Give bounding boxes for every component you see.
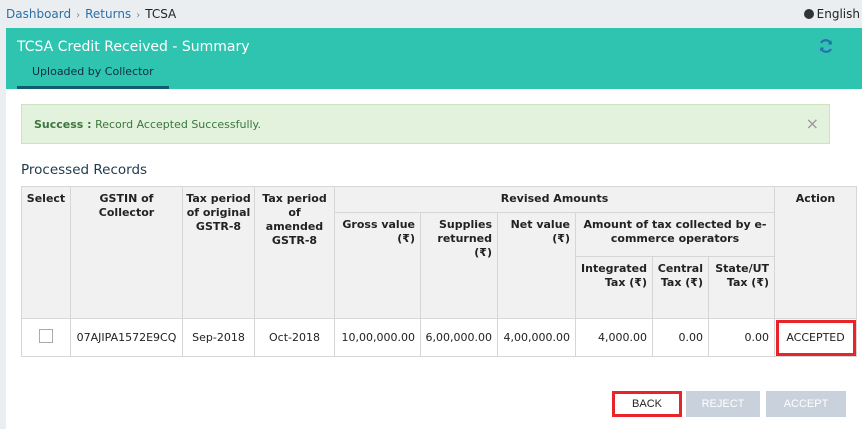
page-title: TCSA Credit Received - Summary (17, 39, 250, 55)
tab-uploaded-by-collector[interactable]: Uploaded by Collector (17, 62, 169, 89)
reject-button[interactable]: REJECT (686, 391, 760, 417)
header-amount-tax-collected: Amount of tax collected by e-commerce op… (574, 212, 776, 257)
alert-message: Success : Record Accepted Successfully. (34, 118, 261, 131)
language-label: English (816, 7, 860, 21)
main-panel: TCSA Credit Received - Summary Uploaded … (6, 28, 862, 429)
central-tax-cell: 0.00 (652, 318, 709, 357)
table-row: 07AJIPA1572E9CQ Sep-2018 Oct-2018 10,00,… (21, 318, 858, 357)
header-gstin: GSTIN of Collector (70, 186, 183, 319)
period-original-cell: Sep-2018 (182, 318, 255, 357)
header-revised-amounts: Revised Amounts (333, 186, 776, 213)
header-select: Select (21, 186, 71, 319)
top-bar: Dashboard › Returns › TCSA English (0, 0, 862, 28)
refresh-icon[interactable] (818, 38, 834, 54)
integrated-tax-cell: 4,000.00 (575, 318, 653, 357)
alert-label: Success : (34, 118, 92, 131)
breadcrumb-returns[interactable]: Returns (85, 7, 132, 21)
page-header: TCSA Credit Received - Summary Uploaded … (6, 28, 862, 89)
breadcrumb-dashboard[interactable]: Dashboard (6, 7, 72, 21)
back-button[interactable]: BACK (612, 391, 682, 417)
net-value-cell: 4,00,000.00 (497, 318, 576, 357)
breadcrumb-current: TCSA (145, 7, 177, 21)
state-ut-tax-cell: 0.00 (707, 318, 776, 357)
select-checkbox[interactable] (39, 329, 53, 343)
success-alert: Success : Record Accepted Successfully. … (21, 104, 830, 144)
close-icon[interactable]: × (805, 114, 819, 133)
header-net-value: Net value (₹) (497, 212, 576, 319)
gstin-cell: 07AJIPA1572E9CQ (70, 318, 183, 357)
breadcrumb-separator: › (136, 10, 141, 21)
header-period-amended: Tax period of amended GSTR-8 (254, 186, 335, 319)
supplies-returned-cell: 6,00,000.00 (420, 318, 498, 357)
breadcrumb-separator: › (76, 10, 81, 21)
header-integrated-tax: Integrated Tax (₹) (575, 256, 653, 319)
period-amended-cell: Oct-2018 (254, 318, 335, 357)
header-central-tax: Central Tax (₹) (652, 256, 709, 319)
header-gross-value: Gross value (₹) (334, 212, 421, 319)
header-period-original: Tax period of original GSTR-8 (182, 186, 255, 319)
breadcrumb: Dashboard › Returns › TCSA (6, 7, 176, 21)
alert-text: Record Accepted Successfully. (95, 118, 261, 131)
gross-value-cell: 10,00,000.00 (334, 318, 421, 357)
header-state-ut-tax: State/UT Tax (₹) (707, 256, 776, 319)
header-supplies-returned: Supplies returned (₹) (420, 212, 498, 319)
select-cell (21, 318, 71, 357)
header-action: Action (774, 186, 858, 319)
action-status-cell: ACCEPTED (774, 318, 858, 357)
accept-button[interactable]: ACCEPT (766, 391, 846, 417)
language-selector[interactable]: English (803, 7, 860, 21)
processed-records-table: Select GSTIN of Collector Tax period of … (21, 186, 858, 357)
section-title: Processed Records (21, 162, 148, 178)
globe-icon (803, 9, 814, 19)
